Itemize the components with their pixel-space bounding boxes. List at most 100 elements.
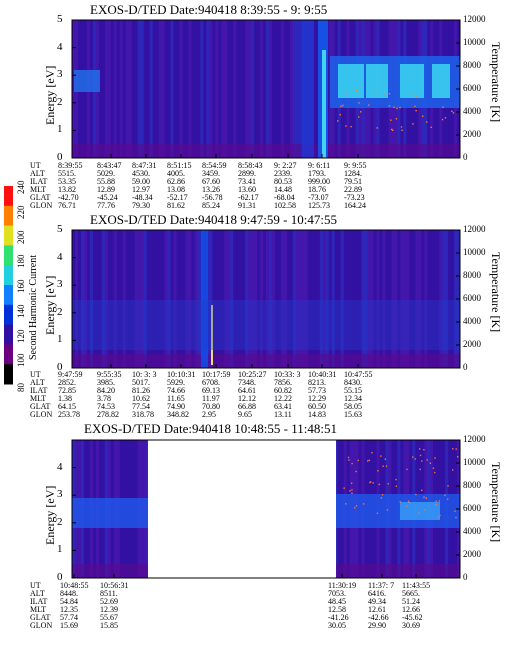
spectrogram-cell	[173, 20, 177, 158]
y-tick-label: 3	[57, 278, 63, 291]
row-label: GLAT	[30, 402, 51, 411]
spectrogram-cell	[140, 230, 144, 368]
spectrogram-cell	[298, 230, 303, 368]
spectrogram-cell	[161, 230, 165, 368]
spectrogram-cell	[209, 20, 213, 158]
orbit-value: 14.83	[308, 410, 326, 419]
y2-tick-label: 12000	[463, 224, 486, 234]
orbit-value: 81.62	[167, 201, 185, 210]
y2-axis-label: Temperature [K]	[489, 462, 503, 543]
spectrogram-cell	[233, 230, 237, 368]
orbit-value: 12.39	[100, 605, 118, 614]
ut-tick-label: 8:51:15	[167, 161, 192, 170]
temperature-point	[405, 505, 408, 507]
ut-tick-label: 8:47:31	[132, 161, 157, 170]
temperature-point	[355, 90, 358, 92]
orbit-value: 12.34	[344, 394, 362, 403]
temperature-point	[419, 468, 421, 471]
orbit-value: 79.30	[132, 201, 150, 210]
spectrogram-cell	[179, 20, 183, 158]
spectrogram-cell	[104, 230, 109, 368]
spectrogram-panel-1	[72, 20, 461, 158]
spectrogram-cell	[358, 230, 362, 368]
orbit-value: 9.65	[238, 410, 252, 419]
temperature-point	[358, 102, 360, 104]
spectrogram-cell	[182, 230, 186, 368]
spectrogram-cell	[382, 230, 386, 368]
temperature-point	[417, 96, 419, 99]
temperature-point	[339, 114, 341, 116]
temperature-point	[355, 505, 358, 507]
temperature-point	[412, 123, 414, 125]
temperature-point	[399, 106, 401, 109]
temperature-point	[399, 501, 401, 503]
spectrogram-feature	[201, 230, 208, 368]
y2-tick-label: 8000	[463, 270, 481, 280]
temperature-point	[382, 465, 384, 467]
spectrogram-cell	[113, 20, 118, 158]
row-label: MLT	[30, 185, 47, 194]
orbit-value: 164.24	[344, 201, 366, 210]
spectrogram-cell	[170, 20, 174, 158]
temperature-point	[438, 500, 440, 502]
ut-tick-label: 10: 3: 3	[132, 370, 157, 379]
spectrogram-cell	[122, 230, 127, 368]
temperature-point	[358, 116, 360, 118]
spectrogram-feature	[338, 64, 364, 98]
spectrogram-cell	[304, 230, 309, 368]
temperature-point	[381, 494, 384, 496]
spectrogram-cell	[200, 20, 204, 158]
spectrogram-cell	[248, 230, 252, 368]
orbit-value: -42.66	[368, 613, 389, 622]
temperature-point	[376, 512, 379, 514]
orbit-value: -73.23	[344, 193, 365, 202]
orbit-value: -45.24	[97, 193, 118, 202]
orbit-value: 67.60	[202, 177, 220, 186]
panel-title: EXOS-D/TED Date:940418 10:48:55 - 11:48:…	[84, 421, 337, 436]
spectrogram-cell	[116, 230, 121, 368]
y-tick-label: 2	[57, 95, 63, 108]
orbit-value: 74.90	[167, 402, 185, 411]
spectrogram-cell	[257, 230, 261, 368]
spectrogram-cell	[277, 20, 282, 158]
y2-axis-label: Temperature [K]	[489, 42, 503, 123]
ut-tick-label: 11:43:55	[402, 581, 431, 590]
y2-tick-label: 0	[463, 362, 468, 372]
spectrogram-cell	[149, 20, 153, 158]
row-label: UT	[30, 161, 41, 170]
temperature-point	[348, 459, 350, 461]
spectrogram-cell	[286, 20, 291, 158]
spectrogram-cell	[370, 230, 374, 368]
spectrogram-cell	[373, 230, 377, 368]
temperature-point	[439, 514, 441, 517]
row-label: ILAT	[30, 386, 48, 395]
orbit-value: 3.78	[97, 394, 111, 403]
y-tick-label: 3	[57, 488, 63, 501]
temperature-point	[391, 128, 393, 131]
spectrogram-cell	[349, 230, 353, 368]
orbit-value: 30.05	[328, 621, 346, 630]
spectrogram-cell	[313, 20, 318, 158]
y2-tick-label: 12000	[463, 434, 486, 444]
row-label: UT	[30, 581, 41, 590]
temperature-point	[423, 496, 425, 498]
spectrogram-cell	[155, 230, 159, 368]
spectrogram-cell	[185, 230, 189, 368]
colorbar-tick-label: 220	[16, 205, 26, 219]
spectrogram-cell	[128, 230, 132, 368]
spectrogram-cell	[274, 230, 279, 368]
orbit-value: 76.71	[58, 201, 76, 210]
orbit-value: 5929.	[167, 378, 185, 387]
spectrogram-cell	[406, 230, 410, 368]
colorbar-segment	[4, 225, 13, 246]
spectrogram-cell	[191, 230, 195, 368]
temperature-point	[351, 462, 353, 465]
ut-tick-label: 10:10:31	[167, 370, 196, 379]
temperature-point	[388, 93, 391, 95]
ut-tick-label: 11:37: 7	[368, 581, 395, 590]
temperature-point	[418, 448, 421, 450]
y2-tick-label: 12000	[463, 14, 486, 24]
spectrogram-panel-3	[72, 439, 461, 579]
spectrogram-cell	[155, 20, 159, 158]
